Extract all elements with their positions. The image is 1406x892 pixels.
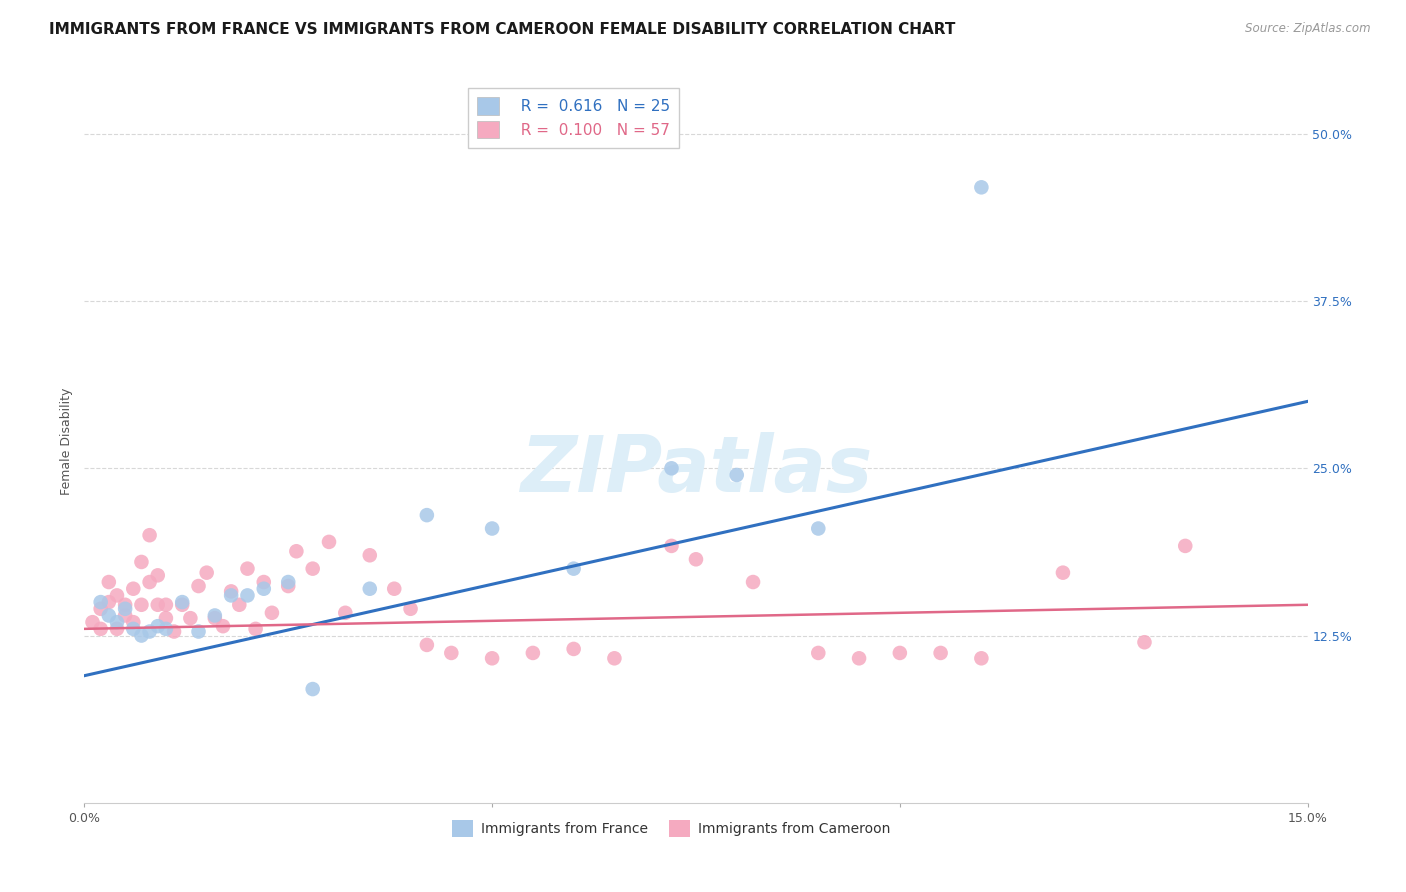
Point — [301, 562, 323, 576]
Point — [122, 582, 145, 596]
Point — [138, 575, 160, 590]
Point — [236, 562, 259, 576]
Text: Source: ZipAtlas.com: Source: ZipAtlas.com — [1246, 22, 1371, 36]
Point — [970, 651, 993, 665]
Point — [105, 589, 128, 603]
Point — [172, 595, 194, 609]
Point — [131, 628, 153, 642]
Point — [90, 622, 112, 636]
Point — [742, 575, 765, 590]
Point — [172, 598, 194, 612]
Point — [114, 608, 136, 623]
Point — [105, 615, 128, 630]
Point — [179, 611, 201, 625]
Point — [481, 651, 503, 665]
Point — [163, 624, 186, 639]
Point — [82, 615, 104, 630]
Point — [481, 521, 503, 535]
Point — [440, 646, 463, 660]
Point — [416, 508, 439, 523]
Point — [318, 534, 340, 549]
Point — [122, 615, 145, 630]
Point — [90, 595, 112, 609]
Point — [228, 598, 250, 612]
Point — [889, 646, 911, 660]
Y-axis label: Female Disability: Female Disability — [60, 388, 73, 495]
Point — [970, 180, 993, 194]
Legend: Immigrants from France, Immigrants from Cameroon: Immigrants from France, Immigrants from … — [447, 814, 897, 843]
Point — [277, 579, 299, 593]
Point — [97, 608, 120, 623]
Point — [245, 622, 267, 636]
Point — [562, 562, 585, 576]
Point — [114, 602, 136, 616]
Point — [253, 582, 276, 596]
Point — [685, 552, 707, 566]
Point — [195, 566, 218, 580]
Point — [260, 606, 283, 620]
Point — [187, 579, 209, 593]
Point — [131, 555, 153, 569]
Point — [204, 608, 226, 623]
Point — [359, 582, 381, 596]
Text: IMMIGRANTS FROM FRANCE VS IMMIGRANTS FROM CAMEROON FEMALE DISABILITY CORRELATION: IMMIGRANTS FROM FRANCE VS IMMIGRANTS FRO… — [49, 22, 956, 37]
Point — [416, 638, 439, 652]
Point — [725, 467, 748, 482]
Point — [522, 646, 544, 660]
Point — [1174, 539, 1197, 553]
Point — [122, 622, 145, 636]
Point — [146, 568, 169, 582]
Point — [187, 624, 209, 639]
Point — [335, 606, 357, 620]
Point — [661, 539, 683, 553]
Point — [1133, 635, 1156, 649]
Point — [807, 521, 830, 535]
Point — [929, 646, 952, 660]
Point — [155, 611, 177, 625]
Point — [661, 461, 683, 475]
Point — [97, 575, 120, 590]
Point — [562, 642, 585, 657]
Point — [301, 681, 323, 696]
Point — [155, 622, 177, 636]
Point — [138, 528, 160, 542]
Point — [603, 651, 626, 665]
Point — [219, 584, 242, 599]
Point — [277, 575, 299, 590]
Point — [848, 651, 870, 665]
Point — [1052, 566, 1074, 580]
Point — [382, 582, 405, 596]
Point — [212, 619, 235, 633]
Point — [285, 544, 308, 558]
Point — [146, 619, 169, 633]
Point — [204, 611, 226, 625]
Point — [146, 598, 169, 612]
Point — [236, 589, 259, 603]
Text: ZIPatlas: ZIPatlas — [520, 433, 872, 508]
Point — [399, 602, 422, 616]
Point — [131, 598, 153, 612]
Point — [114, 598, 136, 612]
Point — [155, 598, 177, 612]
Point — [219, 589, 242, 603]
Point — [105, 622, 128, 636]
Point — [97, 595, 120, 609]
Point — [138, 624, 160, 639]
Point — [359, 548, 381, 563]
Point — [90, 602, 112, 616]
Point — [253, 575, 276, 590]
Point — [807, 646, 830, 660]
